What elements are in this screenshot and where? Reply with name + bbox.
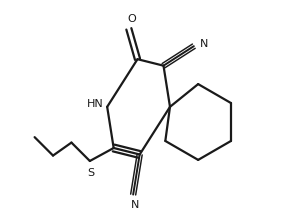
Text: N: N (131, 200, 139, 210)
Text: S: S (87, 168, 94, 178)
Text: O: O (128, 14, 137, 24)
Text: HN: HN (87, 99, 104, 109)
Text: N: N (199, 39, 208, 49)
